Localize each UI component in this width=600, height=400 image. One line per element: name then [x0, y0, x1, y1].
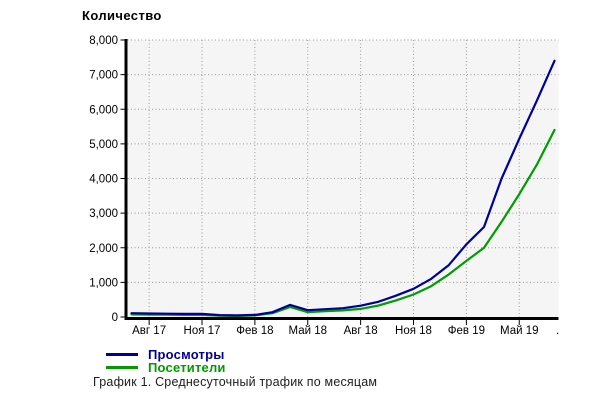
x-tick-label: Фев 19: [448, 325, 485, 337]
y-tick-label: 2,000: [89, 243, 118, 255]
views-legend-label: Просмотры: [148, 347, 225, 362]
x-tick-label-clipped: .: [556, 325, 559, 337]
y-tick-label: 6,000: [89, 104, 118, 116]
legend-item-views: Просмотры: [106, 347, 225, 362]
y-tick-label: 7,000: [89, 70, 118, 82]
visitors-legend-label: Посетители: [148, 360, 226, 375]
x-tick-label: Май 19: [500, 325, 539, 337]
plot-background: [127, 40, 559, 317]
y-tick-label: 4,000: [89, 174, 118, 186]
x-tick-label: Авг 18: [344, 325, 378, 337]
y-axis-title: Количество: [82, 8, 162, 23]
y-tick-label: 1,000: [89, 277, 118, 289]
x-tick-label: Авг 17: [132, 325, 166, 337]
legend-item-visitors: Посетители: [106, 360, 226, 375]
x-tick-label: Ноя 17: [184, 325, 221, 337]
x-tick-label: Ноя 18: [395, 325, 432, 337]
y-tick-label: 3,000: [89, 208, 118, 220]
y-tick-label: 5,000: [89, 139, 118, 151]
visitors-line-swatch: [106, 366, 138, 369]
y-tick-label: 8,000: [89, 35, 118, 47]
views-line: [130, 59, 556, 317]
views-line-swatch: [106, 353, 138, 356]
x-tick-label: Май 18: [288, 325, 327, 337]
x-tick-label: Фев 18: [236, 325, 273, 337]
y-tick-label: 0: [112, 312, 118, 324]
chart-caption: График 1. Среднесуточный трафик по месяц…: [93, 375, 378, 389]
